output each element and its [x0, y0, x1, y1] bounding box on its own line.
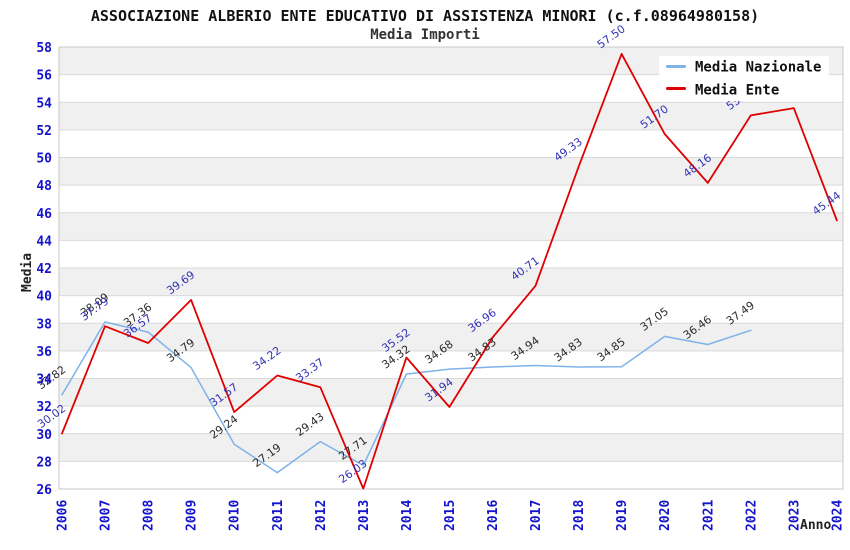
y-tick-label: 34: [36, 373, 52, 388]
plot-band: [59, 323, 843, 351]
x-tick-label: 2009: [185, 500, 200, 531]
y-axis-title: Media: [20, 253, 35, 292]
y-tick-label: 48: [36, 179, 52, 194]
x-tick-label: 2012: [314, 500, 329, 531]
x-tick-label: 2019: [615, 500, 630, 531]
plot-band: [59, 212, 843, 241]
y-tick-label: 46: [36, 207, 52, 222]
legend-line-nazionale-icon: [666, 64, 686, 68]
plot-band: [59, 102, 843, 130]
x-tick-label: 2015: [443, 500, 458, 531]
y-tick-label: 56: [36, 69, 52, 84]
y-tick-label: 44: [36, 234, 52, 249]
series-line-nazionale: [61, 321, 752, 474]
y-tick-label: 52: [36, 124, 52, 139]
plot-band: [59, 240, 843, 268]
plot-band: [59, 378, 843, 407]
y-tick-label: 38: [36, 317, 52, 332]
x-tick-label: 2021: [701, 500, 716, 531]
legend: Media Nazionale Media Ente: [659, 56, 830, 101]
y-tick-label: 28: [36, 455, 52, 470]
legend-item-media-nazionale: Media Nazionale: [659, 56, 830, 79]
y-tick-label: 36: [36, 345, 52, 360]
x-tick-label: 2014: [400, 500, 415, 531]
plot-frame: [58, 46, 844, 490]
x-tick-label: 2011: [271, 500, 286, 531]
plot-band: [59, 406, 843, 434]
chart-subtitle: Media Importi: [370, 27, 480, 43]
legend-item-label: Media Ente: [695, 82, 780, 98]
legend-line-ente-icon: [666, 87, 686, 90]
y-tick-label: 32: [36, 400, 52, 415]
x-tick-label: 2008: [142, 500, 157, 531]
x-axis-title: Anno: [800, 518, 831, 533]
y-tick-label: 54: [36, 96, 52, 111]
chart-title: ASSOCIAZIONE ALBERIO ENTE EDUCATIVO DI A…: [90, 7, 760, 25]
y-tick-label: 40: [36, 290, 52, 305]
plot-band: [59, 185, 843, 213]
y-tick-label: 42: [36, 262, 52, 277]
series-line-ente: [61, 53, 838, 490]
plot-band: [59, 268, 843, 296]
x-tick-label: 2006: [56, 500, 71, 531]
plot-band: [59, 157, 843, 186]
x-tick-label: 2017: [529, 500, 544, 531]
x-tick-label: 2010: [228, 500, 243, 531]
x-tick-label: 2018: [572, 500, 587, 531]
x-tick-label: 2013: [357, 500, 372, 531]
plot-band: [59, 433, 843, 462]
x-tick-label: 2020: [658, 500, 673, 531]
x-tick-label: 2024: [830, 500, 845, 531]
plot-band: [59, 461, 843, 489]
legend-item-label: Media Nazionale: [695, 59, 822, 76]
y-tick-label: 26: [36, 483, 52, 498]
y-tick-label: 50: [36, 152, 52, 167]
x-tick-label: 2023: [787, 500, 802, 531]
x-tick-label: 2007: [99, 500, 114, 531]
x-tick-label: 2022: [744, 500, 759, 531]
legend-item-media-ente: Media Ente: [659, 78, 788, 101]
y-tick-label: 58: [36, 41, 52, 56]
plot-band: [59, 350, 843, 379]
plot-band: [59, 129, 843, 158]
y-tick-label: 30: [36, 428, 52, 443]
x-tick-label: 2016: [486, 500, 501, 531]
